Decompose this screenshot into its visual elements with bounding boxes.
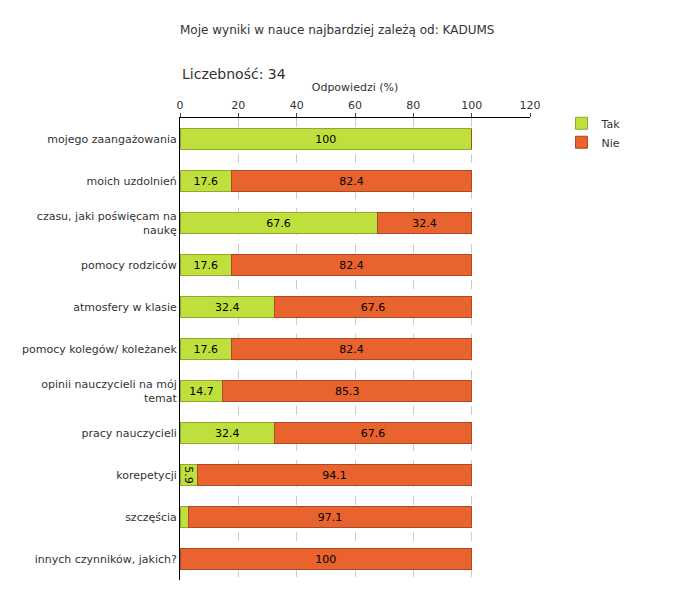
- svg-text:moich uzdolnień: moich uzdolnień: [86, 175, 176, 188]
- svg-text:opinii nauczycieli na mójtemat: opinii nauczycieli na mójtemat: [41, 378, 177, 405]
- svg-text:100: 100: [461, 99, 482, 112]
- svg-text:94.1: 94.1: [322, 469, 347, 482]
- svg-text:82.4: 82.4: [339, 259, 364, 272]
- svg-text:pracy nauczycieli: pracy nauczycieli: [81, 427, 176, 440]
- svg-text:pomocy kolegów/ koleżanek: pomocy kolegów/ koleżanek: [22, 343, 177, 356]
- svg-text:5.9: 5.9: [182, 466, 195, 484]
- svg-text:17.6: 17.6: [193, 175, 218, 188]
- svg-text:80: 80: [406, 99, 420, 112]
- svg-text:pomocy rodziców: pomocy rodziców: [81, 259, 177, 272]
- svg-text:67.6: 67.6: [361, 301, 386, 314]
- svg-text:Nie: Nie: [602, 137, 620, 150]
- svg-text:0: 0: [177, 99, 184, 112]
- svg-text:17.6: 17.6: [193, 343, 218, 356]
- svg-text:97.1: 97.1: [318, 511, 343, 524]
- svg-text:20: 20: [231, 99, 245, 112]
- svg-text:mojego zaangażowania: mojego zaangażowania: [47, 133, 176, 146]
- svg-text:32.4: 32.4: [215, 301, 240, 314]
- svg-text:82.4: 82.4: [339, 343, 364, 356]
- svg-text:czasu, jaki poświęcam nanaukę: czasu, jaki poświęcam nanaukę: [37, 210, 177, 237]
- svg-text:67.6: 67.6: [266, 217, 291, 230]
- svg-text:120: 120: [520, 99, 541, 112]
- svg-text:szczęścia: szczęścia: [125, 511, 177, 524]
- svg-text:14.7: 14.7: [189, 385, 214, 398]
- svg-text:85.3: 85.3: [335, 385, 360, 398]
- svg-text:innych czynników, jakich?: innych czynników, jakich?: [35, 553, 177, 566]
- svg-text:Moje wyniki w nauce najbardzie: Moje wyniki w nauce najbardziej zależą o…: [180, 23, 494, 37]
- svg-text:Liczebność: 34: Liczebność: 34: [182, 66, 286, 82]
- svg-text:Odpowiedzi (%): Odpowiedzi (%): [312, 81, 399, 94]
- svg-text:korepetycji: korepetycji: [116, 469, 177, 482]
- svg-text:17.6: 17.6: [193, 259, 218, 272]
- svg-text:Tak: Tak: [601, 118, 621, 131]
- svg-text:32.4: 32.4: [412, 217, 437, 230]
- svg-text:40: 40: [290, 99, 304, 112]
- svg-text:atmosfery w klasie: atmosfery w klasie: [73, 301, 177, 314]
- svg-text:100: 100: [315, 553, 336, 566]
- svg-text:100: 100: [315, 133, 336, 146]
- svg-text:60: 60: [348, 99, 362, 112]
- svg-text:82.4: 82.4: [339, 175, 364, 188]
- svg-text:67.6: 67.6: [361, 427, 386, 440]
- svg-text:32.4: 32.4: [215, 427, 240, 440]
